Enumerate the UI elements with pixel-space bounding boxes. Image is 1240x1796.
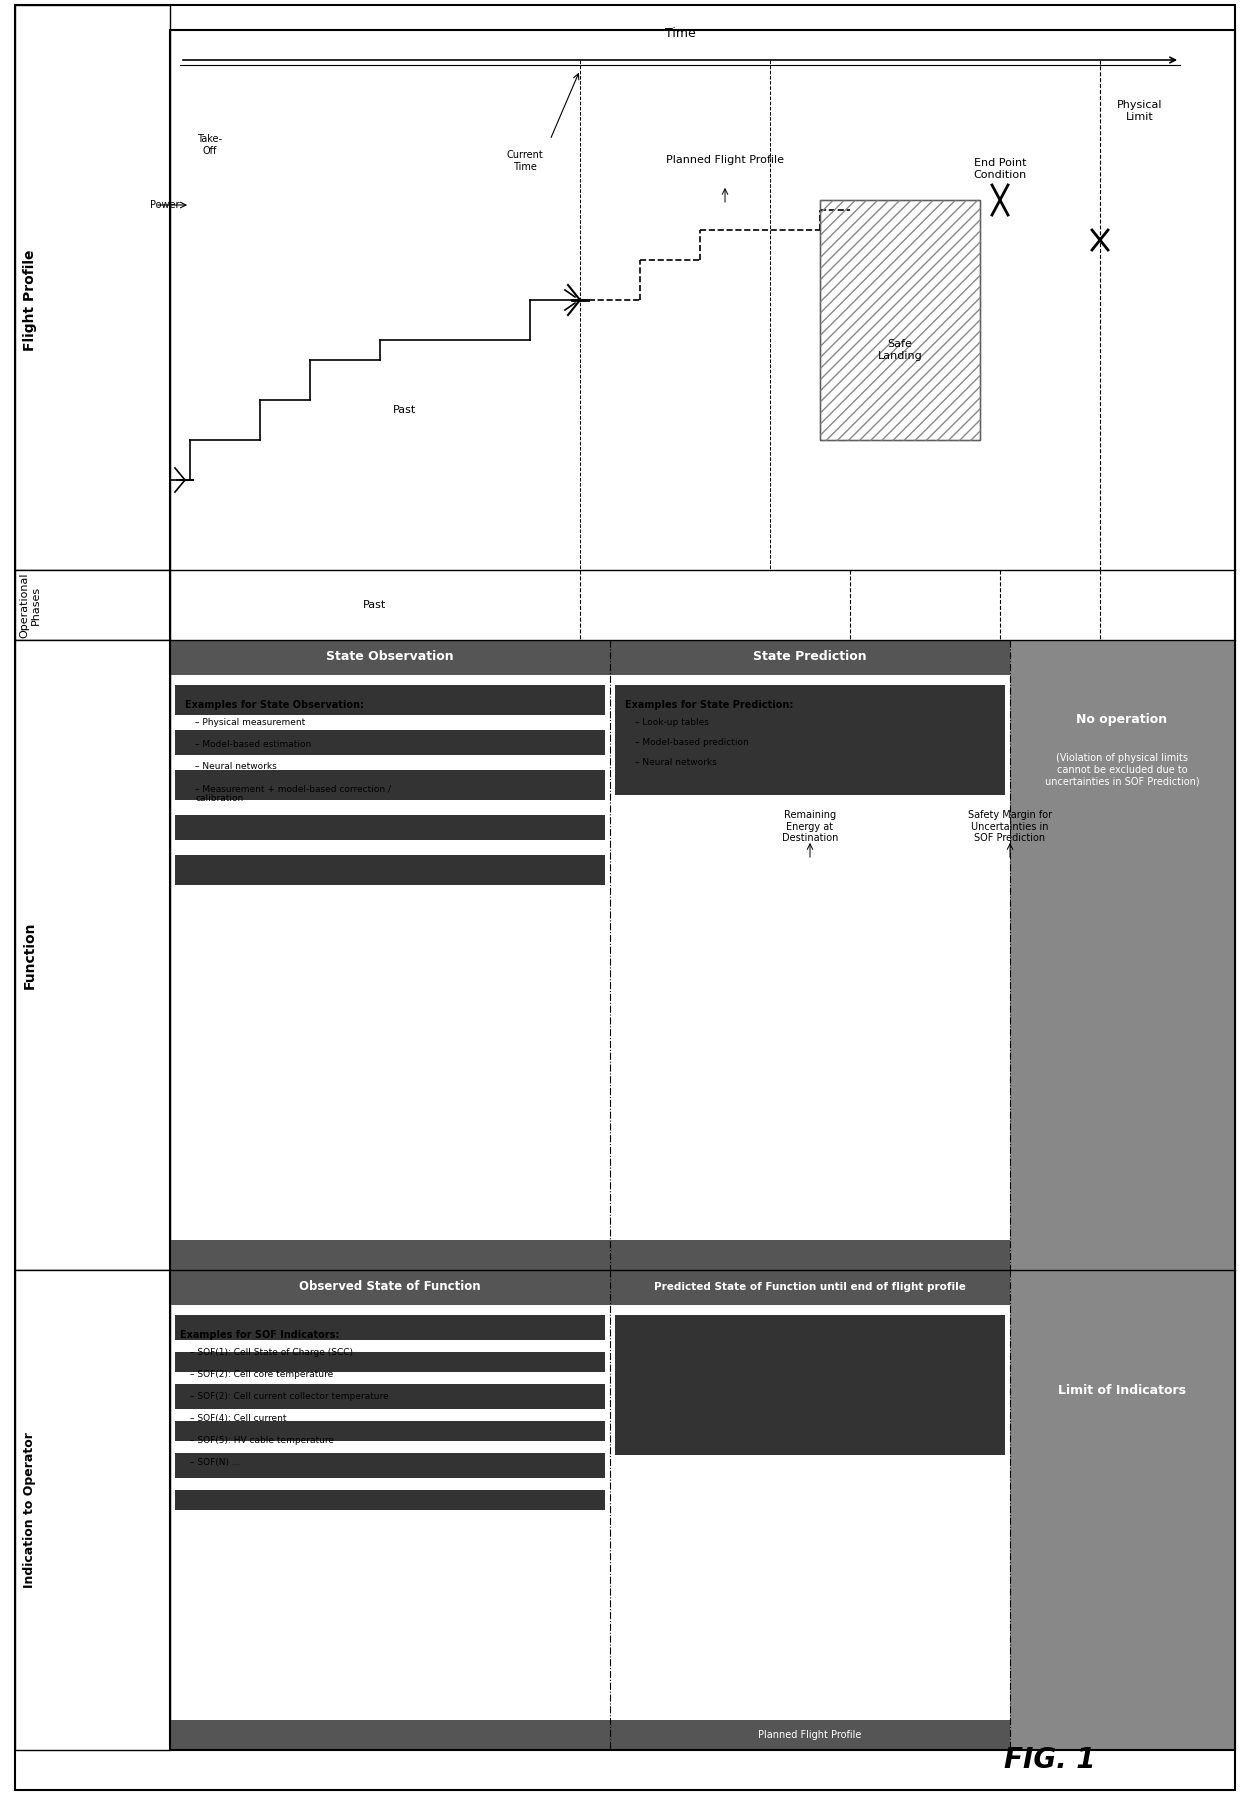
Bar xyxy=(175,684,605,715)
Bar xyxy=(15,639,170,1270)
Bar xyxy=(170,639,610,675)
Text: Safe
Landing: Safe Landing xyxy=(878,339,923,361)
Text: Power: Power xyxy=(150,199,180,210)
Bar xyxy=(170,1721,610,1749)
Bar xyxy=(610,1721,1011,1749)
Bar xyxy=(1011,1270,1235,1749)
Bar xyxy=(170,1239,610,1270)
Bar xyxy=(15,1270,170,1749)
Text: Planned Flight Profile: Planned Flight Profile xyxy=(759,1730,862,1740)
Text: State Prediction: State Prediction xyxy=(753,650,867,663)
Text: – Neural networks: – Neural networks xyxy=(195,762,277,770)
Bar xyxy=(175,815,605,841)
Bar xyxy=(15,569,170,639)
Text: – Measurement + model-based correction /
calibration: – Measurement + model-based correction /… xyxy=(195,785,391,803)
Bar xyxy=(820,199,980,440)
Text: Past: Past xyxy=(363,600,387,611)
Bar xyxy=(175,729,605,754)
Text: End Point
Condition: End Point Condition xyxy=(973,158,1027,180)
Text: Examples for State Observation:: Examples for State Observation: xyxy=(185,700,365,709)
Text: Limit of Indicators: Limit of Indicators xyxy=(1058,1383,1185,1397)
Bar xyxy=(175,1315,605,1340)
Text: – SOF(1): Cell State of Charge (SCC): – SOF(1): Cell State of Charge (SCC) xyxy=(190,1349,353,1358)
Text: (Violation of physical limits
cannot be excluded due to
uncertainties in SOF Pre: (Violation of physical limits cannot be … xyxy=(1044,753,1199,787)
Bar xyxy=(175,770,605,799)
Bar xyxy=(610,1270,1011,1306)
Text: – Physical measurement: – Physical measurement xyxy=(195,718,305,727)
Text: Past: Past xyxy=(393,406,417,415)
Text: – SOF(4): Cell current: – SOF(4): Cell current xyxy=(190,1413,286,1422)
Text: No operation: No operation xyxy=(1076,713,1168,727)
Bar xyxy=(615,684,1004,796)
Text: Time: Time xyxy=(665,27,696,40)
Bar xyxy=(615,1315,1004,1455)
Bar xyxy=(175,1453,605,1478)
Text: State Observation: State Observation xyxy=(326,650,454,663)
Bar xyxy=(610,639,1011,675)
Bar xyxy=(820,199,980,440)
Text: – SOF(5): HV cable temperature: – SOF(5): HV cable temperature xyxy=(190,1437,334,1446)
Text: FIG. 1: FIG. 1 xyxy=(1004,1746,1096,1774)
Bar xyxy=(170,1270,610,1306)
Text: – SOF(2): Cell core temperature: – SOF(2): Cell core temperature xyxy=(190,1370,334,1379)
Text: – Model-based prediction: – Model-based prediction xyxy=(635,738,749,747)
Text: Take-
Off: Take- Off xyxy=(197,135,222,156)
Text: Examples for State Prediction:: Examples for State Prediction: xyxy=(625,700,794,709)
Bar xyxy=(175,1352,605,1372)
Text: Predicted State of Function until end of flight profile: Predicted State of Function until end of… xyxy=(653,1282,966,1291)
Bar xyxy=(175,1491,605,1510)
Bar xyxy=(175,1385,605,1410)
Text: Physical
Limit: Physical Limit xyxy=(1117,101,1163,122)
Text: Remaining
Energy at
Destination: Remaining Energy at Destination xyxy=(781,810,838,842)
Bar xyxy=(175,1421,605,1440)
Text: Indication to Operator: Indication to Operator xyxy=(24,1431,36,1588)
Text: Examples for SOF Indicators:: Examples for SOF Indicators: xyxy=(180,1331,340,1340)
Text: – SOF(N) ...: – SOF(N) ... xyxy=(190,1458,241,1467)
Text: Planned Flight Profile: Planned Flight Profile xyxy=(666,154,784,165)
Text: – SOF(2): Cell current collector temperature: – SOF(2): Cell current collector tempera… xyxy=(190,1392,388,1401)
Bar xyxy=(170,31,1235,1749)
Bar xyxy=(175,855,605,885)
Text: Function: Function xyxy=(24,921,37,990)
Text: Observed State of Function: Observed State of Function xyxy=(299,1281,481,1293)
Text: Flight Profile: Flight Profile xyxy=(24,250,37,350)
Text: – Model-based estimation: – Model-based estimation xyxy=(195,740,311,749)
Text: Current
Time: Current Time xyxy=(507,151,543,172)
Text: Safety Margin for
Uncertainties in
SOF Prediction: Safety Margin for Uncertainties in SOF P… xyxy=(968,810,1052,842)
Bar xyxy=(15,5,170,569)
Text: – Look-up tables: – Look-up tables xyxy=(635,718,709,727)
Bar xyxy=(610,1239,1011,1270)
Text: – Neural networks: – Neural networks xyxy=(635,758,717,767)
Text: Operational
Phases: Operational Phases xyxy=(19,573,41,638)
Bar xyxy=(1011,639,1235,1270)
